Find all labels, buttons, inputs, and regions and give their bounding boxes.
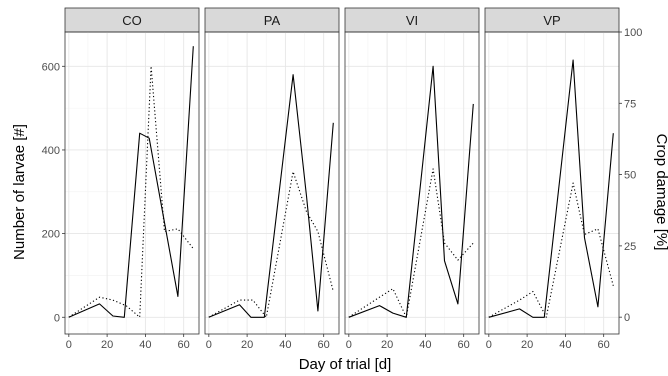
x-tick-label: 60 bbox=[318, 339, 330, 351]
facet-panel-vi: VI 0 20 40 60 bbox=[344, 7, 480, 351]
crop-damage-line bbox=[208, 171, 334, 318]
x-tick-label: 60 bbox=[598, 339, 610, 351]
x-tick-label: 40 bbox=[559, 339, 571, 351]
y-tick-label: 200 bbox=[42, 229, 60, 241]
y2-tick-label: 50 bbox=[624, 170, 636, 182]
y2-axis-title: Crop damage [%] bbox=[653, 134, 668, 251]
y2-tick-label: 25 bbox=[624, 241, 636, 253]
facet-strip bbox=[64, 7, 200, 33]
x-tick-label: 40 bbox=[139, 339, 151, 351]
facet-panel-co: CO 0 20 40 60 bbox=[64, 7, 200, 351]
y2-tick-label: 75 bbox=[624, 98, 636, 110]
y2-tick-label: 0 bbox=[624, 312, 630, 324]
larvae-line bbox=[348, 65, 474, 318]
crop-damage-line bbox=[348, 168, 474, 318]
larvae-line bbox=[488, 59, 614, 318]
crop-damage-line bbox=[488, 182, 614, 318]
x-tick-label: 20 bbox=[101, 339, 113, 351]
y-axis-title: Number of larvae [#] bbox=[11, 124, 28, 260]
x-tick-label: 0 bbox=[486, 339, 492, 351]
facet-panel-vp: VP 0 20 40 60 bbox=[484, 7, 620, 351]
x-tick-label: 0 bbox=[346, 339, 352, 351]
larvae-line bbox=[68, 46, 194, 318]
y-tick-label: 0 bbox=[54, 312, 60, 324]
panel-border bbox=[484, 31, 620, 335]
x-tick-label: 60 bbox=[458, 339, 470, 351]
x-tick-label: 0 bbox=[66, 339, 72, 351]
x-axis-title: Day of trial [d] bbox=[299, 356, 392, 373]
facet-strip-label: VI bbox=[406, 13, 418, 28]
facet-panel-pa: PA 0 20 40 60 bbox=[204, 7, 340, 351]
x-tick-label: 0 bbox=[206, 339, 212, 351]
facet-strip-label: CO bbox=[122, 13, 142, 28]
facet-strip-label: PA bbox=[264, 13, 281, 28]
facet-panels: CO 0 20 40 60 PA 0 20 40 60 VI 0 20 40 60 VP 0 20 40 60 bbox=[64, 7, 620, 351]
y-tick-label: 400 bbox=[42, 145, 60, 157]
right-y-axis: 0 25 50 75 100 bbox=[619, 27, 642, 324]
x-tick-label: 60 bbox=[178, 339, 190, 351]
x-tick-label: 40 bbox=[419, 339, 431, 351]
x-tick-label: 20 bbox=[521, 339, 533, 351]
larvae-line bbox=[208, 74, 334, 318]
y2-tick-label: 100 bbox=[624, 27, 642, 39]
x-tick-label: 40 bbox=[279, 339, 291, 351]
facet-strip-label: VP bbox=[543, 13, 560, 28]
facet-strip bbox=[204, 7, 340, 33]
facet-strip bbox=[344, 7, 480, 33]
x-tick-label: 20 bbox=[381, 339, 393, 351]
x-tick-label: 20 bbox=[241, 339, 253, 351]
panel-border bbox=[64, 31, 200, 335]
panel-border bbox=[344, 31, 480, 335]
y-tick-label: 600 bbox=[42, 61, 60, 73]
facet-strip bbox=[484, 7, 620, 33]
panel-border bbox=[204, 31, 340, 335]
left-y-axis: 0 200 400 600 bbox=[42, 61, 65, 324]
